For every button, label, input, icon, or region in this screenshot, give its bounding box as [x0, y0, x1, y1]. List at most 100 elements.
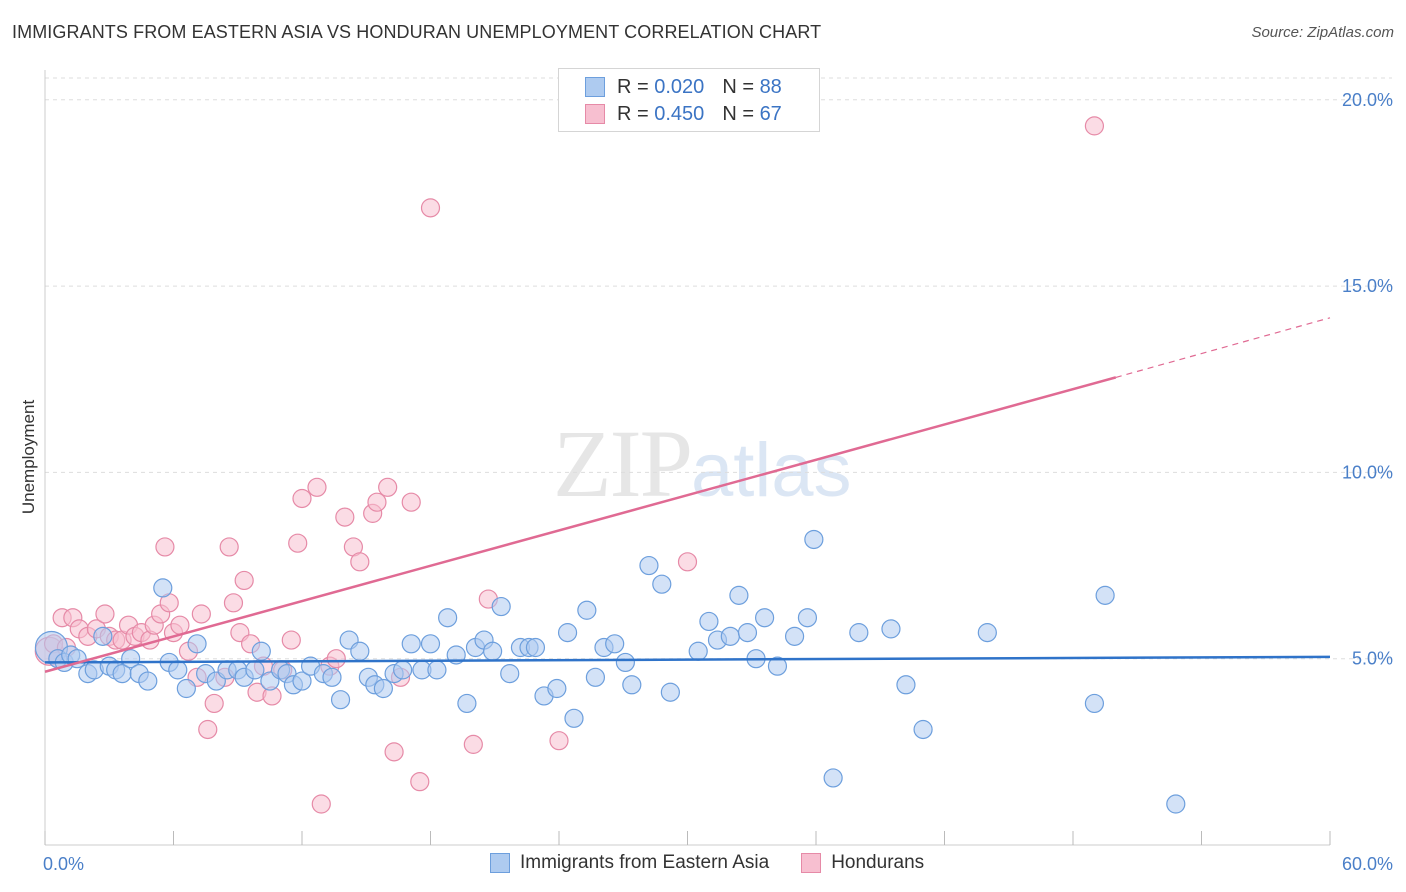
hondurans-point	[384, 742, 404, 762]
y-tick-label: 15.0%	[1342, 276, 1393, 296]
source-label: Source: ZipAtlas.com	[1251, 24, 1394, 41]
legend-r-label: R =	[617, 102, 649, 125]
eastern-asia-point	[393, 660, 413, 680]
eastern-asia-point	[330, 690, 351, 710]
axes	[44, 70, 1331, 846]
legend-swatch-pink	[585, 104, 605, 124]
hondurans-point	[1084, 116, 1105, 136]
eastern-asia-point	[292, 671, 312, 691]
hondurans-point	[311, 794, 331, 814]
series-legend: Immigrants from Eastern Asia Hondurans	[490, 852, 956, 874]
eastern-asia-point	[401, 634, 421, 654]
hondurans-point	[549, 731, 569, 751]
legend-item-hondurans: Hondurans	[801, 852, 924, 874]
legend-swatch-blue	[490, 853, 510, 873]
eastern-asia-point	[660, 682, 680, 702]
eastern-asia-point	[438, 608, 458, 628]
legend-row-eastern-asia: R = 0.020 N = 88	[585, 75, 782, 99]
eastern-asia-point	[93, 626, 113, 646]
y-tick-label: 20.0%	[1342, 90, 1393, 110]
eastern-asia-trend-line	[44, 655, 1331, 664]
hondurans-point	[219, 537, 239, 557]
eastern-asia-point	[849, 623, 869, 643]
trend-lines	[44, 317, 1331, 673]
hondurans-point	[204, 693, 224, 714]
eastern-asia-point	[577, 600, 597, 620]
legend-n-value: 67	[759, 102, 782, 125]
hondurans-point	[677, 552, 698, 572]
eastern-asia-point	[251, 641, 271, 661]
eastern-asia-point	[1166, 794, 1186, 814]
hondurans-point	[307, 477, 327, 497]
legend-n-value: 88	[759, 75, 782, 98]
eastern-asia-point	[729, 585, 749, 605]
hondurans-point	[420, 198, 441, 218]
eastern-asia-point	[153, 578, 173, 598]
eastern-asia-point	[557, 623, 578, 643]
legend-r-label: R =	[617, 75, 649, 98]
hondurans-point	[367, 492, 387, 512]
hondurans-point	[378, 477, 398, 497]
eastern-asia-point	[977, 623, 997, 643]
chart-title: IMMIGRANTS FROM EASTERN ASIA VS HONDURAN…	[12, 22, 822, 42]
hondurans-point	[288, 533, 308, 553]
hondurans-point	[292, 488, 312, 509]
eastern-asia-point	[784, 626, 805, 646]
hondurans-point	[410, 772, 430, 792]
legend-r-value: 0.450	[654, 102, 705, 125]
x-tick-label: 0.0%	[43, 854, 84, 874]
legend-swatch-blue	[585, 77, 605, 97]
eastern-asia-point	[350, 641, 370, 661]
eastern-asia-point	[896, 675, 916, 695]
eastern-asia-point	[737, 623, 758, 643]
eastern-asia-point	[585, 667, 606, 687]
watermark-atlas: atlas	[691, 428, 852, 513]
eastern-asia-point	[767, 656, 788, 676]
correlation-legend: R = 0.020 N = 88 R = 0.450 N = 67	[558, 68, 820, 132]
eastern-asia-point	[420, 634, 441, 654]
hondurans-points	[34, 116, 1105, 814]
hondurans-point	[155, 537, 175, 557]
y-tick-label: 5.0%	[1352, 649, 1393, 669]
eastern-asia-point	[699, 611, 719, 632]
eastern-asia-point	[168, 660, 188, 680]
legend-n-label: N =	[722, 75, 754, 98]
y-axis-title: Unemployment	[19, 400, 38, 515]
x-tick-label: 60.0%	[1342, 854, 1393, 874]
eastern-asia-point	[500, 664, 520, 684]
eastern-asia-point	[720, 626, 740, 646]
legend-label: Hondurans	[831, 852, 925, 873]
eastern-asia-point	[881, 619, 901, 639]
eastern-asia-point	[483, 641, 503, 661]
hondurans-point	[350, 552, 370, 572]
eastern-asia-point	[564, 708, 584, 728]
hondurans-point	[95, 604, 115, 624]
hondurans-point	[335, 507, 355, 527]
eastern-asia-point	[322, 667, 342, 687]
eastern-asia-point	[797, 608, 818, 628]
eastern-asia-point	[187, 634, 207, 654]
eastern-asia-point	[525, 637, 546, 658]
hondurans-point	[281, 630, 301, 650]
eastern-asia-point	[615, 652, 635, 673]
eastern-asia-points	[34, 529, 1186, 814]
hondurans-point	[170, 615, 190, 635]
eastern-asia-point	[622, 675, 642, 695]
legend-r-value: 0.020	[654, 75, 705, 98]
eastern-asia-point	[491, 596, 511, 617]
eastern-asia-point	[652, 574, 672, 594]
hondurans-trend-extension	[1115, 317, 1331, 378]
hondurans-point	[198, 719, 218, 740]
tick-labels: 5.0% 10.0% 15.0% 20.0% 0.0% 60.0% Unemployment	[19, 90, 1393, 874]
eastern-asia-point	[245, 660, 265, 680]
eastern-asia-point	[457, 693, 477, 714]
eastern-asia-point	[804, 529, 824, 550]
eastern-asia-point	[138, 671, 158, 691]
eastern-asia-point	[427, 660, 447, 680]
eastern-asia-point	[639, 555, 659, 576]
eastern-asia-point	[176, 678, 196, 699]
hondurans-point	[326, 649, 346, 669]
legend-swatch-pink	[801, 853, 822, 873]
y-tick-label: 10.0%	[1342, 462, 1393, 482]
